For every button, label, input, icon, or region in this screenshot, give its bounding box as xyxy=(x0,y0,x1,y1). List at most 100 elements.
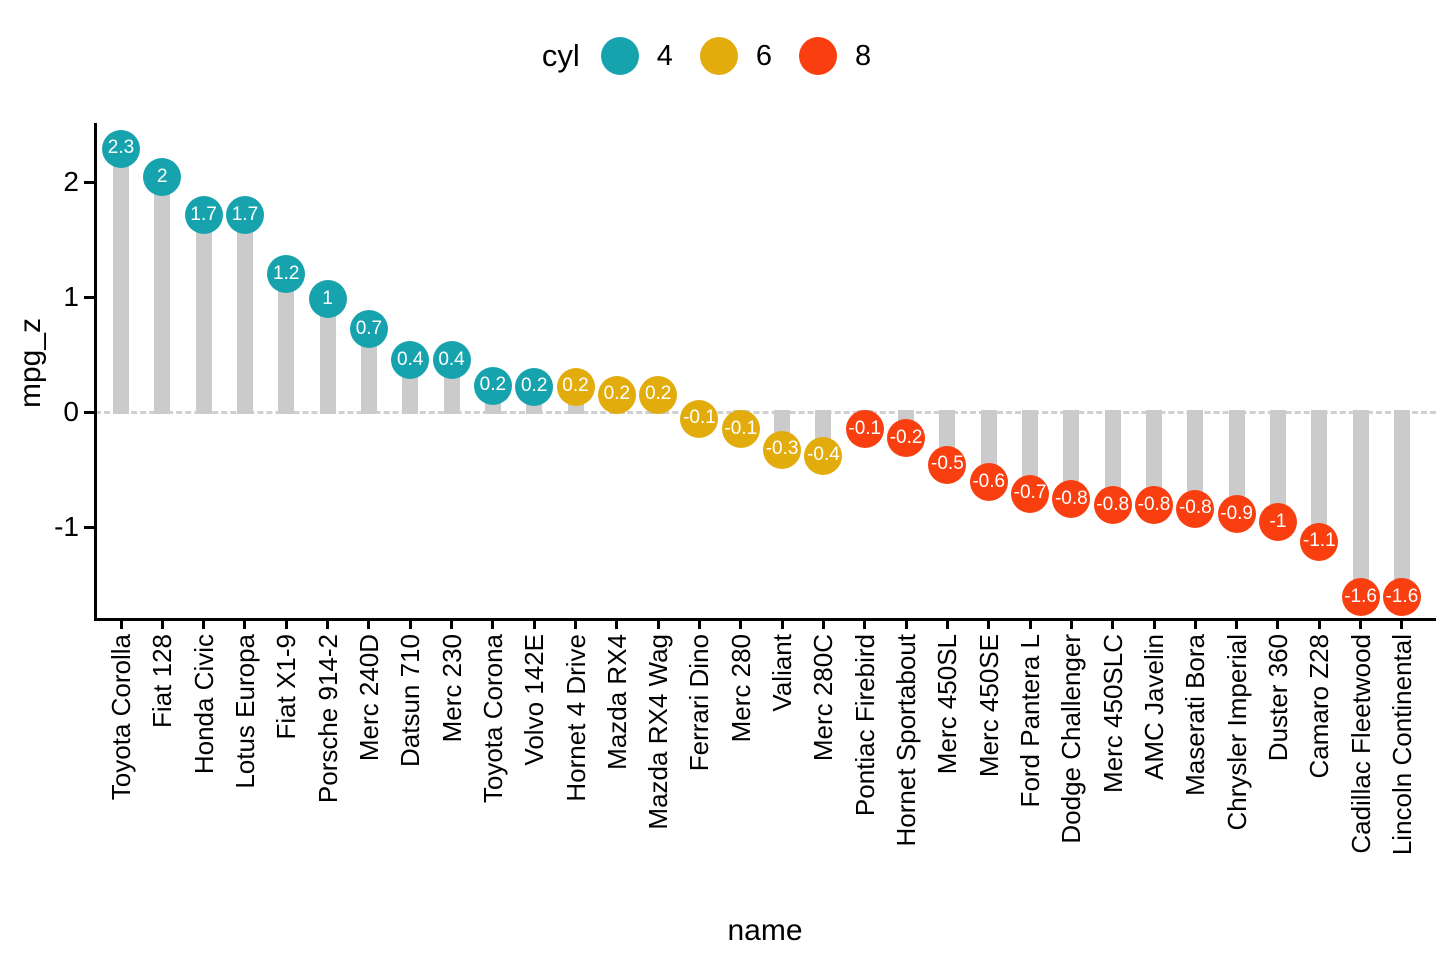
stem xyxy=(1022,410,1039,494)
lollipop-point: 0.2 xyxy=(597,375,636,414)
lollipop-point: 2.3 xyxy=(102,129,140,168)
x-tick xyxy=(1235,621,1239,629)
x-tick xyxy=(1028,621,1032,629)
x-tick xyxy=(615,621,619,629)
x-tick-label: Mazda RX4 Wag xyxy=(643,634,674,830)
x-tick xyxy=(367,621,371,629)
stem xyxy=(1269,410,1286,523)
lollipop-point: 2 xyxy=(143,158,182,197)
lollipop-point: -1.6 xyxy=(1382,578,1421,617)
lollipop-point: 0.4 xyxy=(432,341,471,380)
lollipop-point: -1.6 xyxy=(1341,578,1380,617)
point-value-label: 1 xyxy=(322,287,333,309)
point-value-label: -1.6 xyxy=(1385,585,1419,607)
point-value-label: -1.1 xyxy=(1302,530,1336,552)
lollipop-point: 1.7 xyxy=(184,196,223,235)
stem xyxy=(154,177,171,414)
x-tick xyxy=(739,621,743,629)
x-tick xyxy=(1359,621,1363,629)
point-value-label: 0.2 xyxy=(520,375,548,397)
stem xyxy=(1146,410,1162,506)
x-tick xyxy=(1276,621,1280,629)
legend-item-cyl-4: 4 xyxy=(600,37,673,75)
lollipop-point: 0.2 xyxy=(515,367,554,406)
x-tick-label: Merc 450SE xyxy=(973,634,1004,778)
legend-label-cyl-8: 8 xyxy=(855,39,872,72)
point-value-label: 0.4 xyxy=(438,348,465,370)
legend-label-cyl-4: 4 xyxy=(656,39,673,72)
x-tick xyxy=(904,621,908,629)
lollipop-point: -1.1 xyxy=(1300,522,1339,561)
x-tick-label: Ferrari Dino xyxy=(684,634,715,772)
zero-baseline xyxy=(95,410,1436,414)
x-tick xyxy=(987,621,991,629)
y-tick xyxy=(84,410,94,414)
x-tick-label: Merc 280C xyxy=(808,634,839,762)
point-value-label: -1 xyxy=(1269,510,1287,532)
lollipop-point: 1 xyxy=(308,280,347,319)
lollipop-point: 1.7 xyxy=(225,196,264,235)
stem xyxy=(195,215,212,414)
x-tick-label: Toyota Corolla xyxy=(106,634,136,801)
x-tick xyxy=(243,621,247,629)
x-tick-label: AMC Javelin xyxy=(1139,634,1169,780)
point-value-label: -0.8 xyxy=(1137,493,1171,515)
lollipop-point: 0.2 xyxy=(556,367,595,406)
x-tick-label: Volvo 142E xyxy=(519,634,550,766)
stem xyxy=(1228,410,1245,515)
x-tick-label: Ford Pantera L xyxy=(1015,634,1046,808)
y-axis-line xyxy=(93,123,97,621)
lollipop-point: -0.8 xyxy=(1052,480,1091,519)
x-tick-label: Merc 240D xyxy=(353,634,384,762)
x-tick-label: Camaro Z28 xyxy=(1304,634,1335,779)
lollipop-point: 1.2 xyxy=(267,255,306,293)
lollipop-point: -0.1 xyxy=(680,399,719,438)
stem xyxy=(236,215,253,414)
x-tick xyxy=(326,621,330,629)
stem xyxy=(1187,410,1204,509)
x-tick-label: Fiat 128 xyxy=(147,634,178,728)
lollipop-point: -0.1 xyxy=(845,410,884,449)
point-value-label: 0.2 xyxy=(562,375,589,397)
point-value-label: -0.1 xyxy=(848,417,882,439)
y-tick-label: 1 xyxy=(63,281,79,312)
point-value-label: 0.2 xyxy=(479,374,507,396)
point-value-label: -0.5 xyxy=(931,453,964,475)
lollipop-point: 0.7 xyxy=(349,310,388,349)
point-value-label: 0.2 xyxy=(644,383,672,405)
point-value-label: -0.8 xyxy=(1096,493,1130,515)
stem xyxy=(360,329,377,414)
y-tick xyxy=(84,180,94,184)
legend-label-cyl-6: 6 xyxy=(755,39,773,72)
point-value-label: 1.7 xyxy=(231,203,259,225)
lollipop-point: 0.2 xyxy=(639,375,678,414)
point-value-label: -0.8 xyxy=(1054,487,1088,509)
legend-circle-cyl-6-icon xyxy=(699,37,738,75)
x-tick-label: Toyota Corona xyxy=(477,634,508,804)
legend-item-cyl-6: 6 xyxy=(699,37,773,75)
y-tick xyxy=(84,295,94,299)
lollipop-point: -0.1 xyxy=(721,410,760,449)
point-value-label: 1.7 xyxy=(190,203,217,225)
lollipop-point: -0.5 xyxy=(928,445,967,484)
lollipop-point: -0.8 xyxy=(1176,489,1215,528)
point-value-label: -0.3 xyxy=(765,438,799,460)
point-value-label: 0.2 xyxy=(603,383,631,405)
x-tick-label: Pontiac Firebird xyxy=(849,634,880,817)
x-tick xyxy=(284,621,288,629)
x-tick-label: Chrysler Imperial xyxy=(1221,634,1252,831)
stem xyxy=(319,299,336,414)
x-axis-title: name xyxy=(727,914,803,947)
x-tick xyxy=(532,621,536,629)
x-tick-label: Hornet 4 Drive xyxy=(560,634,591,802)
x-tick-label: Lincoln Continental xyxy=(1386,634,1417,856)
x-tick-label: Fiat X1-9 xyxy=(271,634,302,740)
x-tick-label: Merc 230 xyxy=(436,634,467,743)
stem xyxy=(1352,410,1369,598)
x-tick xyxy=(1069,621,1073,629)
stem xyxy=(278,274,295,414)
point-value-label: 2.3 xyxy=(107,137,135,159)
legend-circle-cyl-4-icon xyxy=(600,37,639,75)
y-axis-title: mpg_z xyxy=(14,317,47,409)
